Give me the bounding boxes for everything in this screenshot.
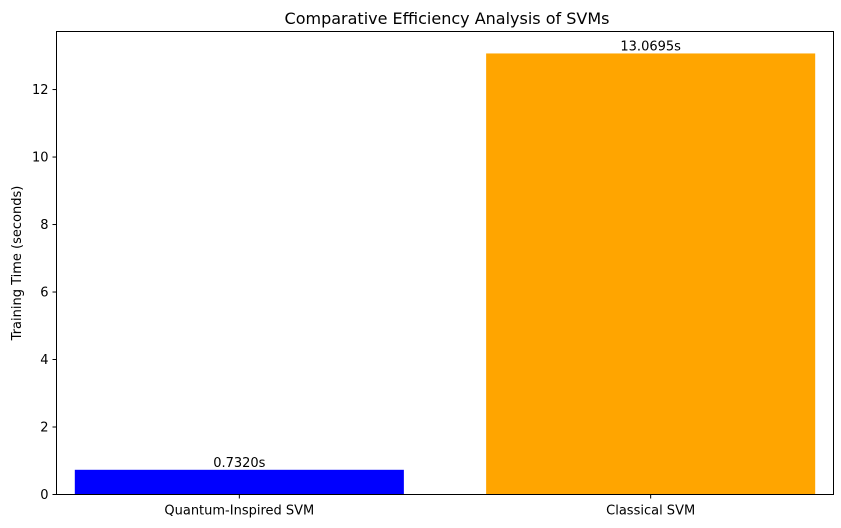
- plot-frame: [56, 31, 834, 495]
- bar-1: [486, 53, 816, 495]
- y-axis-label: Training Time (seconds): [10, 186, 25, 342]
- y-axis-ticks: 0 2 4 6 8 10 12: [32, 83, 57, 503]
- y-tick-label-1: 2: [40, 421, 48, 436]
- y-tick-label-3: 6: [40, 286, 48, 301]
- data-labels-group: 0.7320s 13.0695s: [213, 39, 681, 470]
- bar-0: [74, 469, 404, 495]
- bar-value-label-1: 13.0695s: [620, 39, 681, 54]
- y-tick-label-2: 4: [40, 353, 48, 368]
- x-tick-label-1: Classical SVM: [606, 504, 695, 519]
- x-axis-ticks: Quantum-Inspired SVM Classical SVM: [164, 494, 695, 519]
- y-tick-label-0: 0: [40, 488, 48, 503]
- chart-title: Comparative Efficiency Analysis of SVMs: [285, 9, 610, 28]
- x-tick-label-0: Quantum-Inspired SVM: [164, 504, 314, 519]
- bars-group: [74, 53, 816, 495]
- bar-value-label-0: 0.7320s: [213, 456, 265, 471]
- y-tick-label-4: 8: [40, 218, 48, 233]
- y-tick-label-6: 12: [32, 83, 49, 98]
- y-tick-label-5: 10: [32, 151, 49, 166]
